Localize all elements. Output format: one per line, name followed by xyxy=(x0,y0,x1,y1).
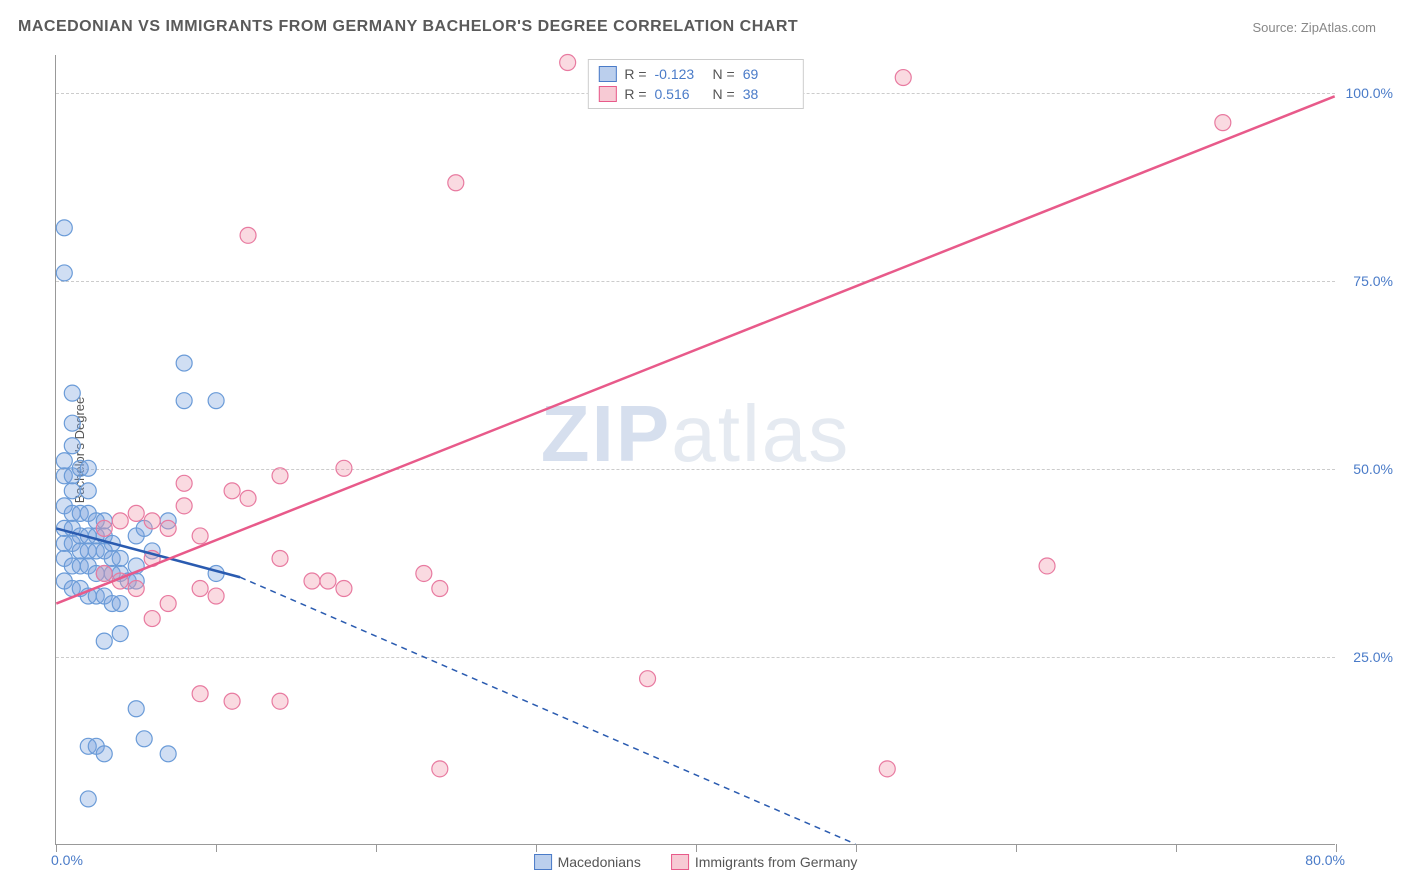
swatch-pink-icon xyxy=(598,86,616,102)
chart-area: Bachelor's Degree ZIPatlas 25.0%50.0%75.… xyxy=(55,55,1335,845)
y-tick-label: 50.0% xyxy=(1353,461,1393,477)
stats-legend: R = -0.123 N = 69 R = 0.516 N = 38 xyxy=(587,59,803,109)
stats-row-blue: R = -0.123 N = 69 xyxy=(598,64,792,84)
y-tick-label: 100.0% xyxy=(1346,85,1393,101)
swatch-pink-icon xyxy=(671,854,689,870)
y-tick-label: 25.0% xyxy=(1353,649,1393,665)
source-label: Source: ZipAtlas.com xyxy=(1252,20,1376,35)
bottom-legend: Macedonians Immigrants from Germany xyxy=(534,854,858,870)
x-axis-max-label: 80.0% xyxy=(1305,852,1345,868)
x-axis-min-label: 0.0% xyxy=(51,852,83,868)
y-tick-label: 75.0% xyxy=(1353,273,1393,289)
scatter-plot xyxy=(56,55,1335,844)
swatch-blue-icon xyxy=(534,854,552,870)
stats-row-pink: R = 0.516 N = 38 xyxy=(598,84,792,104)
chart-title: MACEDONIAN VS IMMIGRANTS FROM GERMANY BA… xyxy=(18,18,798,36)
swatch-blue-icon xyxy=(598,66,616,82)
legend-item-germany: Immigrants from Germany xyxy=(671,854,858,870)
legend-item-macedonians: Macedonians xyxy=(534,854,641,870)
